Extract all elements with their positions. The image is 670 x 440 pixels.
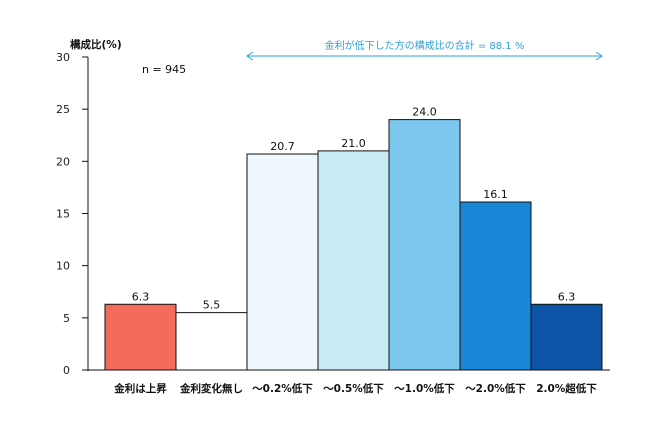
y-axis-ticks: 0 5 10 15 20 25 30	[56, 51, 88, 377]
y-tick-label: 25	[56, 103, 70, 116]
annotation-label: 金利が低下した方の構成比の合計 = 88.1 %	[325, 39, 525, 52]
y-axis-label: 構成比(%)	[70, 38, 122, 51]
annotation-arrowhead-left	[246, 51, 254, 61]
bar-value-label: 21.0	[341, 137, 366, 150]
x-category-label: ～2.0%低下	[465, 382, 526, 395]
bar-value-label: 6.3	[558, 290, 576, 303]
x-category-label: 2.0%超低下	[536, 382, 597, 395]
bar-value-label: 5.5	[203, 299, 221, 312]
y-tick-label: 15	[56, 208, 70, 221]
bars-group: 6.3 金利は上昇 5.5 金利変化無し 20.7 ～0.2%低下 21.0 ～0.5%低下 2…	[104, 106, 603, 395]
x-category-label: 金利変化無し	[179, 382, 243, 395]
y-tick-label: 20	[56, 155, 70, 168]
x-category-label: ～0.5%低下	[323, 382, 384, 395]
bar	[388, 119, 461, 371]
y-tick-label: 0	[63, 364, 70, 377]
y-tick-label: 5	[63, 312, 70, 325]
annotation-arrowhead-right	[595, 51, 603, 61]
y-tick-label: 10	[56, 260, 70, 273]
bar-value-label: 24.0	[412, 106, 437, 119]
x-category-label: ～0.2%低下	[252, 382, 313, 395]
annotation-group: 金利が低下した方の構成比の合計 = 88.1 %	[246, 39, 603, 61]
bar	[459, 201, 532, 371]
x-category-label: ～1.0%低下	[394, 382, 455, 395]
bar	[317, 150, 390, 371]
x-category-label: 金利は上昇	[113, 382, 167, 395]
y-tick-label: 30	[56, 51, 70, 64]
sample-size-note: n = 945	[142, 63, 186, 76]
bar-value-label: 20.7	[270, 140, 295, 153]
bar-value-label: 6.3	[132, 290, 150, 303]
bar	[246, 153, 319, 371]
bar-value-label: 16.1	[483, 188, 508, 201]
bar	[530, 303, 603, 371]
bar	[104, 303, 177, 371]
